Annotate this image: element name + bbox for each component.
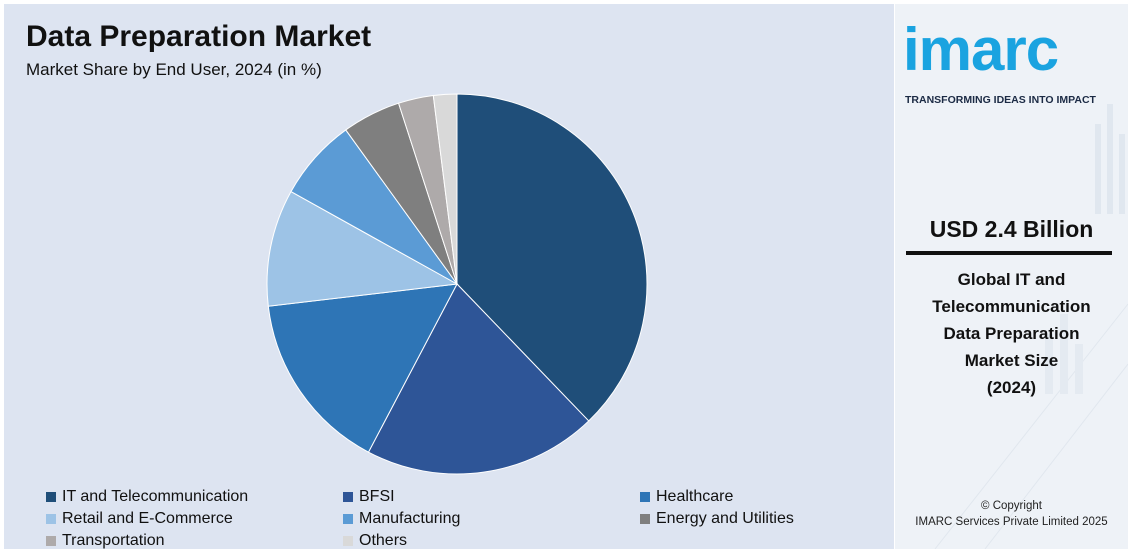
legend-item: Transportation [46, 530, 165, 552]
imarc-logo: imarc [903, 16, 1059, 83]
legend-swatch [343, 514, 353, 524]
legend-swatch [640, 514, 650, 524]
chart-subtitle: Market Share by End User, 2024 (in %) [26, 60, 322, 79]
description-line: Global IT and [957, 270, 1066, 289]
pie-chart [266, 93, 648, 475]
legend-swatch [46, 492, 56, 502]
legend-item: Healthcare [640, 486, 733, 508]
pie-slice-retail-and-e-commerce [266, 190, 459, 307]
pie-slice-others [432, 93, 458, 285]
legend-label: Manufacturing [359, 510, 461, 527]
description-line: (2024) [986, 378, 1037, 397]
legend-label: IT and Telecommunication [62, 488, 249, 505]
legend-label: Energy and Utilities [656, 510, 794, 527]
legend-swatch [343, 536, 353, 546]
copyright-line: IMARC Services Private Limited 2025 [915, 516, 1108, 528]
background-chart-decoration [934, 104, 1128, 549]
legend-item: Others [343, 530, 407, 552]
legend-item: Manufacturing [343, 508, 460, 530]
legend-swatch [46, 514, 56, 524]
copyright: © Copyright IMARC Services Private Limit… [895, 498, 1128, 530]
description-line: Market Size [964, 351, 1059, 370]
legend-label: BFSI [359, 488, 395, 505]
legend-item: Energy and Utilities [640, 508, 794, 530]
pie-slice-bfsi [367, 283, 590, 475]
chart-title: Data Preparation Market [26, 20, 372, 53]
legend-swatch [640, 492, 650, 502]
market-size-description: Global IT and Telecommunication Data Pre… [895, 266, 1128, 401]
chart-panel: Data Preparation Market Market Share by … [4, 4, 894, 549]
logo-tagline: TRANSFORMING IDEAS INTO IMPACT [905, 94, 1096, 106]
legend-swatch [46, 536, 56, 546]
description-line: Telecommunication [932, 297, 1091, 316]
legend-item: IT and Telecommunication [46, 486, 248, 508]
legend-label: Others [359, 532, 408, 549]
chart-legend: IT and Telecommunication BFSI Healthcare Re… [46, 486, 886, 550]
legend-label: Healthcare [656, 488, 734, 505]
legend-label: Transportation [62, 532, 165, 549]
legend-label: Retail and E-Commerce [62, 510, 233, 527]
description-line: Data Preparation [943, 324, 1080, 343]
market-size-value: USD 2.4 Billion [929, 216, 1094, 242]
copyright-line: © Copyright [981, 500, 1042, 512]
pie-slice-it-and-telecommunication [456, 93, 648, 422]
divider [906, 251, 1112, 255]
legend-item: BFSI [343, 486, 395, 508]
side-panel: imarc TRANSFORMING IDEAS INTO IMPACT USD… [895, 4, 1128, 549]
legend-swatch [343, 492, 353, 502]
legend-item: Retail and E-Commerce [46, 508, 233, 530]
pie-slice-healthcare [267, 283, 458, 453]
